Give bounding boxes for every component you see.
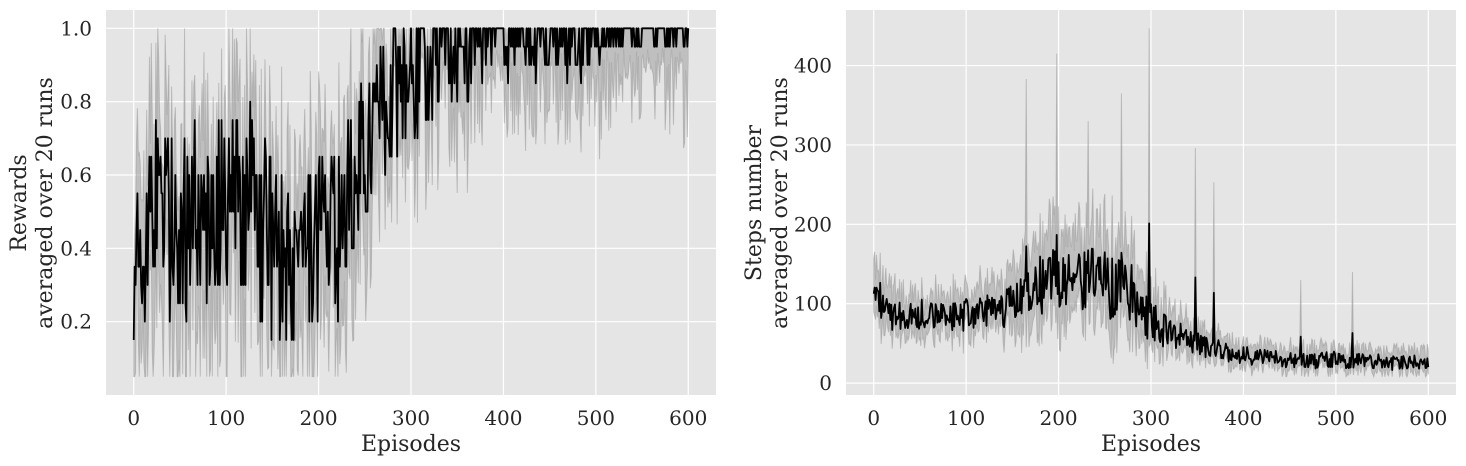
mean-line [132,27,690,341]
y-tick-label: 400 [794,54,832,78]
steps-panel: 0 100 200 300 400 500 600 0 100 200 300 400 Episodes… [742,10,1456,457]
y-axis-label: averaged over 20 runs [768,77,793,329]
y-axis-label: Rewards [7,154,32,251]
y-tick-label: 0.4 [60,236,92,260]
x-tick-label: 500 [577,406,615,430]
y-tick-label: 1.0 [60,16,92,40]
x-tick-label: 600 [1409,406,1447,430]
x-tick-label: 400 [1224,406,1262,430]
x-tick-label: 0 [867,406,880,430]
y-tick-label: 0.8 [60,90,92,114]
y-tick-label: 0.2 [60,310,92,334]
y-axis-label: averaged over 20 runs [33,77,58,329]
mean-line [872,222,1430,371]
x-tick-label: 200 [299,406,337,430]
x-tick-label: 300 [392,406,430,430]
x-tick-label: 600 [669,406,707,430]
x-tick-label: 100 [207,406,245,430]
x-axis-label: Episodes [1101,432,1201,457]
y-tick-label: 300 [794,133,832,157]
x-axis-label: Episodes [361,432,461,457]
x-tick-label: 300 [1132,406,1170,430]
confidence-band [873,28,1429,379]
y-tick-label: 0.6 [60,163,92,187]
x-tick-label: 400 [484,406,522,430]
x-tick-label: 500 [1317,406,1355,430]
rewards-panel: 0 100 200 300 400 500 600 0.2 0.4 0.6 0.8 1.0 Episod… [7,10,716,457]
x-tick-label: 200 [1039,406,1077,430]
y-tick-label: 0 [819,371,832,395]
y-tick-label: 100 [794,292,832,316]
y-axis-label: Steps number [742,124,767,281]
x-tick-label: 100 [947,406,985,430]
x-tick-label: 0 [127,406,140,430]
y-tick-label: 200 [794,212,832,236]
